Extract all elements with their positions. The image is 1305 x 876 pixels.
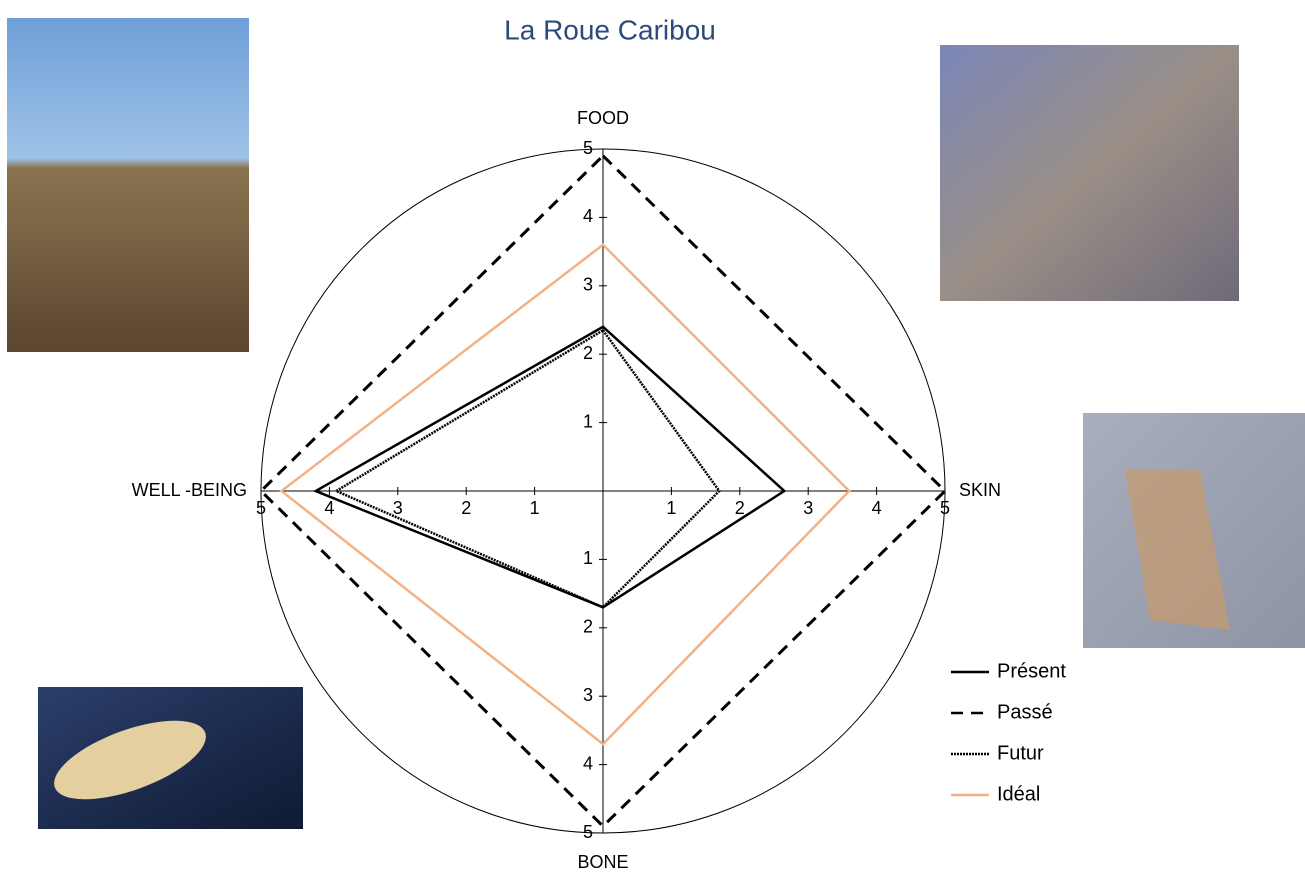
axis-label: FOOD <box>577 108 629 128</box>
axis-label: BONE <box>577 852 628 871</box>
tick-label: 2 <box>461 498 471 518</box>
tick-label: 3 <box>583 685 593 705</box>
axis-label: SKIN <box>959 480 1001 500</box>
tick-label: 1 <box>530 498 540 518</box>
legend-label: Présent <box>997 660 1066 682</box>
photo <box>940 45 1239 301</box>
tick-label: 3 <box>803 498 813 518</box>
tick-label: 1 <box>583 411 593 431</box>
tick-label: 4 <box>583 206 593 226</box>
photo <box>7 18 249 352</box>
tick-label: 5 <box>256 498 266 518</box>
legend: Présent Passé Futur Idéal <box>951 660 1066 805</box>
chart: La Roue Caribou FOOD 1 2 3 4 5 SKIN 1 2 3 4 5 BONE 1 2… <box>0 0 1305 871</box>
tick-label: 2 <box>583 617 593 637</box>
series-line <box>282 245 850 744</box>
tick-label: 2 <box>583 343 593 363</box>
tick-label: 4 <box>324 498 334 518</box>
tick-label: 1 <box>583 548 593 568</box>
tick-label: 4 <box>872 498 882 518</box>
chart-title: La Roue Caribou <box>504 14 716 45</box>
legend-label: Passé <box>997 701 1053 723</box>
series-line <box>336 330 719 607</box>
tick-label: 5 <box>583 138 593 158</box>
tick-label: 1 <box>666 498 676 518</box>
tick-label: 5 <box>940 498 950 518</box>
tick-label: 2 <box>735 498 745 518</box>
tick-label: 3 <box>393 498 403 518</box>
tick-label: 5 <box>583 822 593 842</box>
tick-label: 3 <box>583 275 593 295</box>
axis-label: WELL -BEING <box>132 480 247 500</box>
legend-label: Futur <box>997 742 1044 764</box>
tick-label: 4 <box>583 753 593 773</box>
legend-label: Idéal <box>997 783 1040 805</box>
